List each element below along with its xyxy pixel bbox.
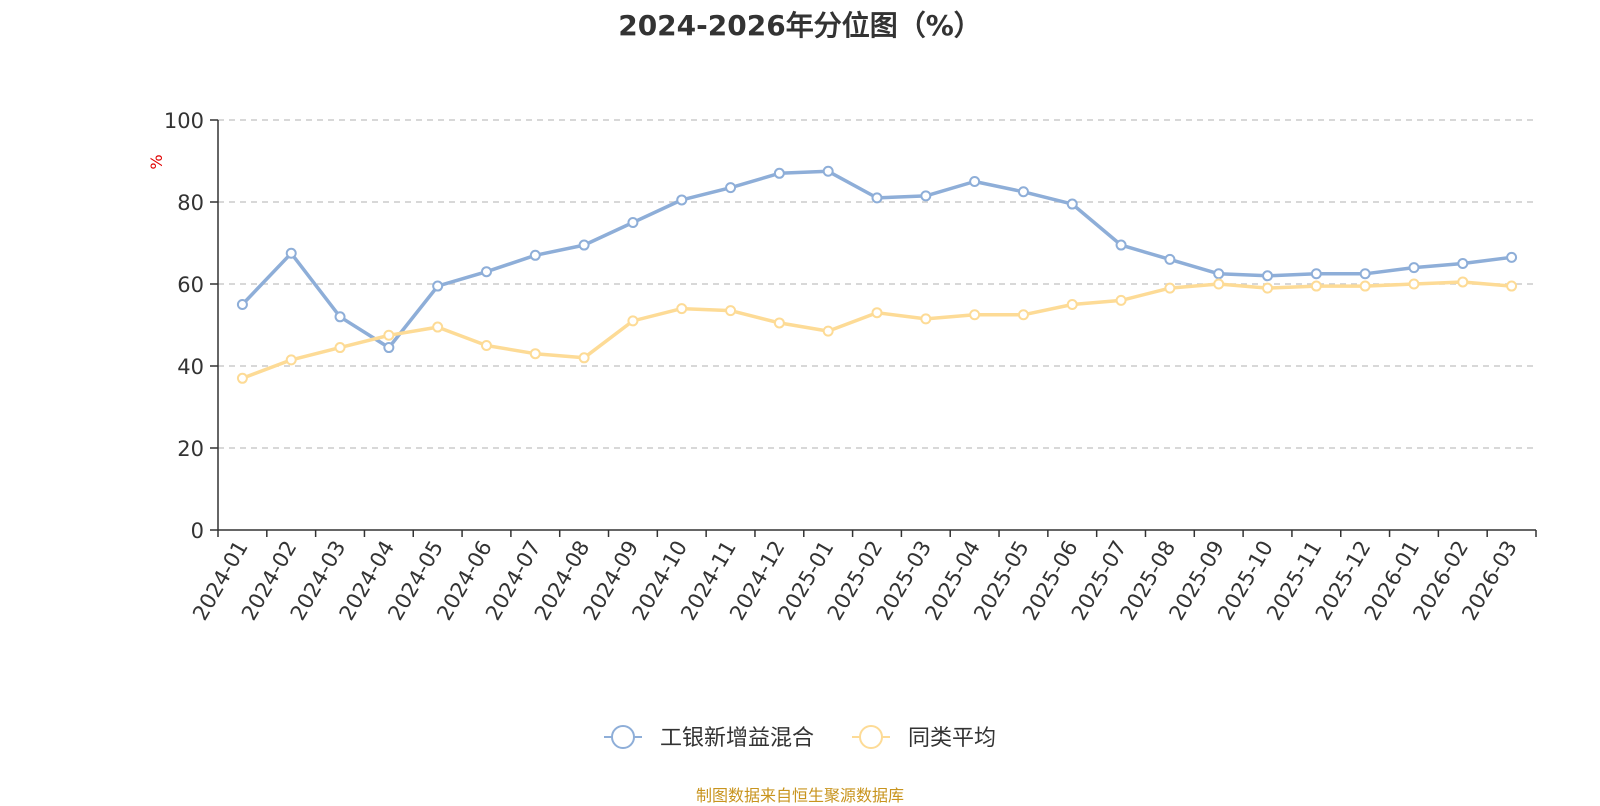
data-point [725, 305, 737, 317]
data-point [773, 167, 785, 179]
data-point [383, 342, 395, 354]
data-point [1066, 198, 1078, 210]
data-point [432, 280, 444, 292]
y-tick-label: 100 [164, 109, 204, 133]
data-point [578, 239, 590, 251]
legend-marker-icon [859, 725, 883, 749]
legend-label: 工银新增益混合 [660, 726, 814, 751]
data-point [1457, 258, 1469, 269]
data-point [1506, 280, 1518, 292]
data-point [627, 217, 639, 228]
data-point [822, 325, 834, 337]
data-point [1359, 280, 1371, 292]
data-point [1017, 309, 1029, 321]
data-point [383, 329, 395, 341]
data-source-note: 制图数据来自恒生聚源数据库 [695, 786, 904, 805]
data-point [1310, 268, 1322, 280]
data-point [1213, 268, 1225, 280]
y-tick-label: 0 [191, 519, 204, 543]
data-point [578, 352, 590, 364]
data-point [1066, 299, 1078, 310]
y-axis-unit-label: % [147, 154, 166, 169]
data-point [529, 249, 541, 261]
data-point [1164, 253, 1176, 265]
data-point [1017, 186, 1029, 198]
data-point [1506, 251, 1518, 263]
data-point [285, 247, 297, 259]
data-point [285, 354, 297, 366]
data-point [676, 303, 688, 315]
data-point [1262, 282, 1274, 294]
data-point [480, 266, 492, 278]
data-point [480, 340, 492, 351]
y-tick-label: 40 [177, 355, 204, 379]
data-point [236, 299, 248, 310]
data-point [1164, 282, 1176, 294]
data-point [871, 192, 883, 204]
legend-label: 同类平均 [908, 726, 996, 751]
data-point [871, 307, 883, 319]
data-point [334, 311, 346, 323]
data-point [725, 182, 737, 194]
data-point [1213, 278, 1225, 290]
data-point [969, 176, 981, 187]
series-line [240, 280, 1514, 381]
data-point [334, 342, 346, 354]
data-point [676, 194, 688, 206]
data-point [1408, 278, 1420, 290]
data-point [1310, 280, 1322, 292]
data-point [822, 165, 834, 177]
data-point [773, 317, 785, 329]
data-point [627, 315, 639, 327]
data-point [1457, 276, 1469, 288]
data-point [1262, 270, 1274, 282]
data-point [920, 313, 932, 325]
data-point [1408, 262, 1420, 274]
legend-marker-icon [611, 725, 635, 749]
data-point [920, 190, 932, 202]
data-point [529, 348, 541, 360]
y-tick-label: 60 [177, 273, 204, 297]
data-point [1115, 239, 1127, 251]
chart-title: 2024-2026年分位图（%） [618, 9, 982, 42]
data-point [1115, 294, 1127, 306]
y-tick-label: 80 [177, 191, 204, 215]
data-point [236, 372, 248, 384]
data-point [1359, 268, 1371, 280]
y-tick-label: 20 [177, 437, 204, 461]
data-point [969, 309, 981, 321]
data-point [432, 321, 444, 333]
